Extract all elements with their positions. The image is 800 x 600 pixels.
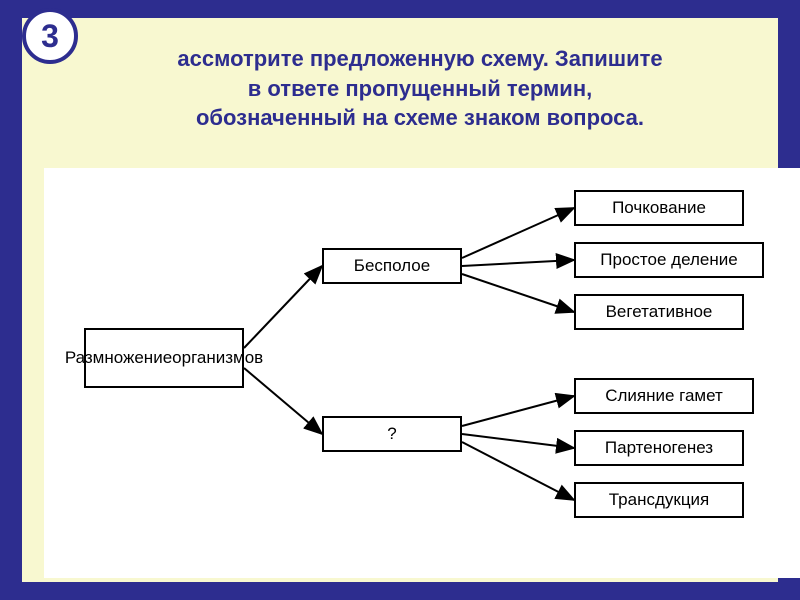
task-number: 3	[41, 18, 59, 55]
diagram-node-root: Размножениеорганизмов	[84, 328, 244, 388]
task-title: ассмотрите предложенную схему. Запишите …	[92, 44, 748, 133]
edge-asex-simple	[462, 260, 574, 266]
title-line-3: обозначенный на схеме знаком вопроса.	[196, 105, 644, 130]
edge-root-sex	[244, 368, 322, 434]
diagram-node-gam: Слияние гамет	[574, 378, 754, 414]
diagram-node-asex: Бесполое	[322, 248, 462, 284]
edge-asex-bud	[462, 208, 574, 258]
edge-root-asex	[244, 266, 322, 348]
title-line-1: ассмотрите предложенную схему. Запишите	[177, 46, 662, 71]
edge-asex-veg	[462, 274, 574, 312]
diagram-node-sex: ?	[322, 416, 462, 452]
diagram-node-trans: Трансдукция	[574, 482, 744, 518]
edge-sex-parth	[462, 434, 574, 448]
edge-sex-gam	[462, 396, 574, 426]
diagram-area: Размножениеорганизмов Бесполое? Почкование…	[44, 168, 800, 578]
title-line-2: в ответе пропущенный термин,	[248, 76, 592, 101]
diagram-node-bud: Почкование	[574, 190, 744, 226]
diagram-node-parth: Партеногенез	[574, 430, 744, 466]
diagram-node-simple: Простое деление	[574, 242, 764, 278]
diagram-node-veg: Вегетативное	[574, 294, 744, 330]
edge-sex-trans	[462, 442, 574, 500]
task-number-badge: 3	[22, 8, 78, 64]
content-frame: ассмотрите предложенную схему. Запишите …	[22, 18, 778, 582]
